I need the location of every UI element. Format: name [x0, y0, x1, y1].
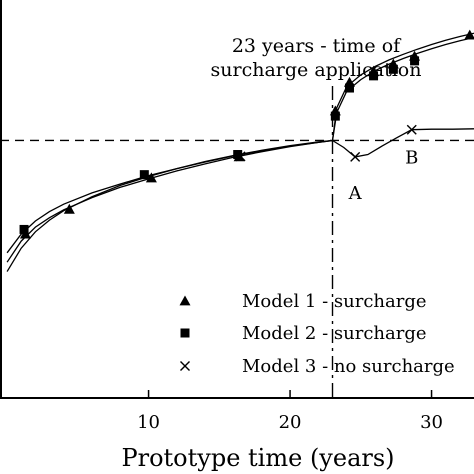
text-layer: 23 years - time of surcharge application… — [121, 35, 454, 472]
model-3-marker — [350, 151, 361, 162]
plot-area — [0, 0, 474, 399]
annotation-line-2: surcharge application — [211, 59, 422, 81]
model-3-line — [6, 128, 474, 272]
legend-symbol-3-stroke — [180, 361, 190, 371]
model-2-marker — [410, 56, 420, 66]
model-1-marker — [63, 203, 75, 214]
model-3-marker-stroke — [350, 151, 361, 162]
model-2-marker — [139, 170, 149, 180]
model-3-marker-stroke — [235, 151, 246, 162]
legend-label-model-2: Model 2 - surcharge — [242, 323, 427, 344]
annotation-line-1: 23 years - time of — [232, 35, 402, 57]
legend-label-model-3: Model 3 - no surcharge — [242, 356, 455, 377]
model-2-marker — [369, 71, 379, 81]
x-tick-label: 10 — [137, 412, 160, 433]
legend-symbol-2 — [180, 328, 190, 338]
model-1-marker — [464, 29, 474, 40]
model-2-marker — [344, 83, 354, 93]
model-1-marker — [145, 172, 157, 183]
model-2-marker — [388, 64, 398, 74]
legend-label-model-1: Model 1 - surcharge — [242, 291, 427, 312]
model-3-marker — [406, 124, 417, 135]
x-tick-label: 20 — [279, 412, 302, 433]
legend-symbol-1 — [179, 295, 191, 306]
model-2-marker — [330, 111, 340, 121]
x-tick-label: 30 — [420, 412, 443, 433]
model-3-marker — [235, 151, 246, 162]
x-axis-label: Prototype time (years) — [121, 444, 394, 472]
model-2-marker — [19, 224, 29, 234]
legend-symbol-3 — [180, 361, 190, 371]
point-label-a: A — [348, 183, 363, 204]
point-label-b: B — [405, 148, 418, 169]
model-3-marker-stroke — [406, 124, 417, 135]
